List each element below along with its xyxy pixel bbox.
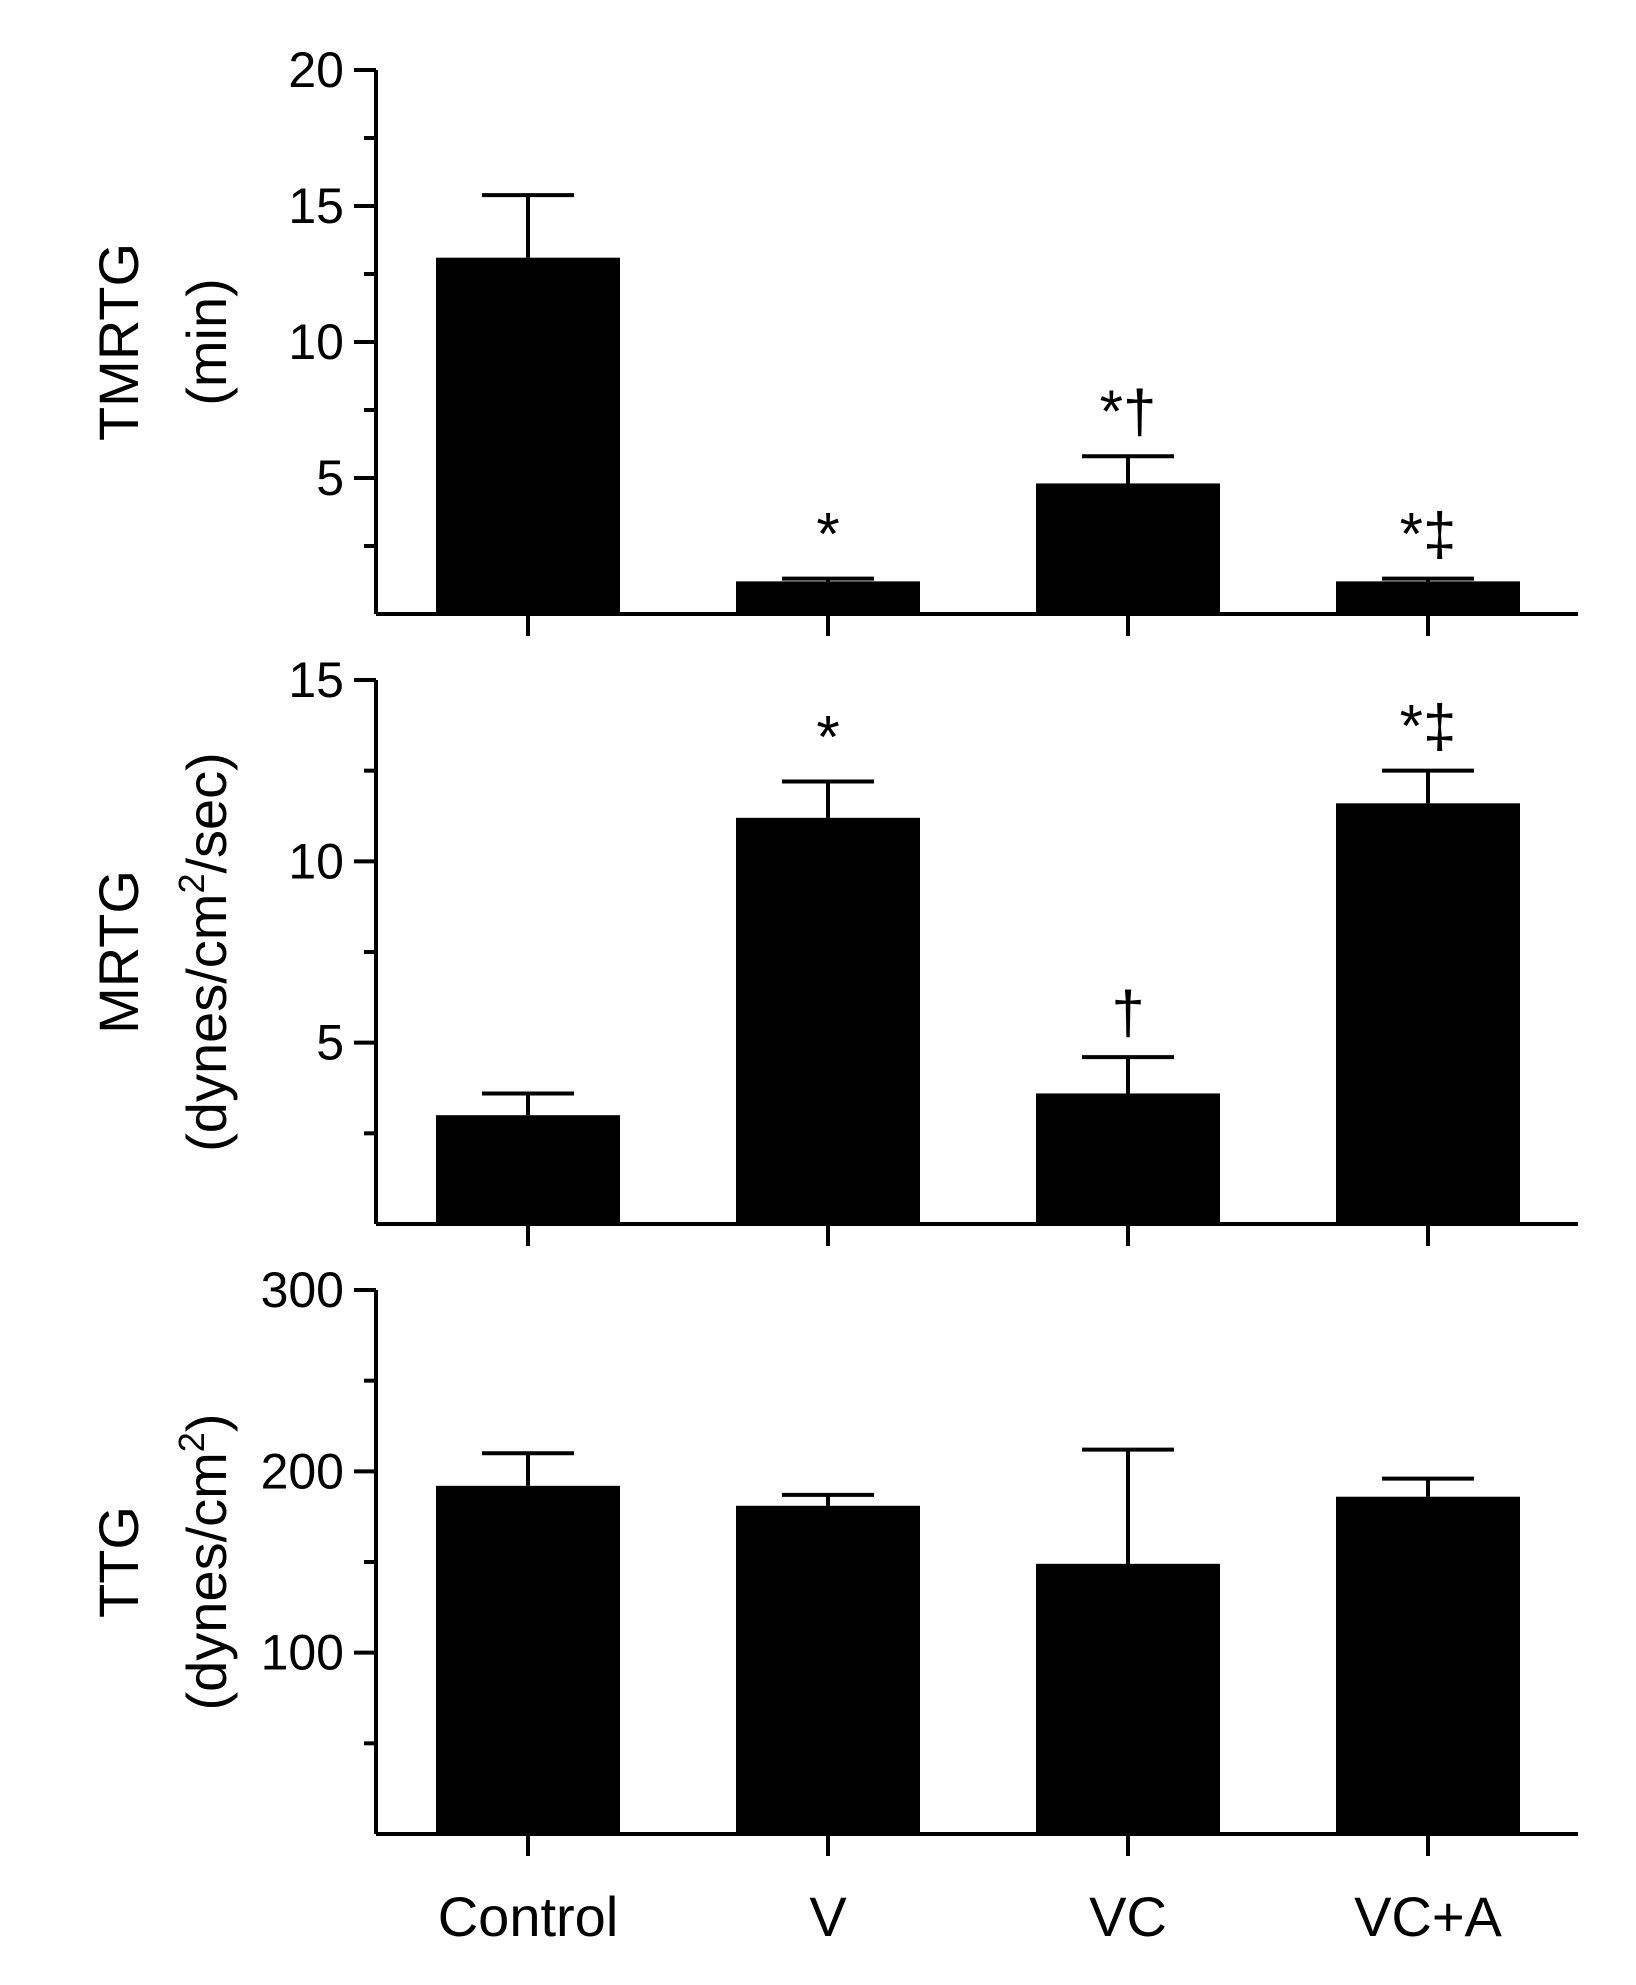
bar-vc-a	[1336, 1496, 1520, 1834]
bar-v	[736, 581, 920, 614]
panel-ttg: 100 200 300 TTG (dynes/cm2) Control V VC VC+A	[87, 1262, 1578, 1948]
y-tick-label: 5	[316, 450, 344, 506]
y-tick-label: 15	[288, 652, 344, 708]
bar-control	[436, 257, 620, 614]
y-axis-subtitle: (min)	[175, 278, 238, 406]
x-category-label: Control	[438, 1885, 619, 1948]
y-tick-label: 20	[288, 42, 344, 98]
y-axis-title: TTG	[87, 1506, 150, 1618]
panel-mrtg: 5 10 15 * † *‡ MRTG (dynes/cm2/sec)	[87, 652, 1578, 1246]
panel-tmrtg: 5 10 15 20 * *† *‡ TMRTG (min)	[87, 42, 1578, 636]
bar-vc-a	[1336, 581, 1520, 614]
bar-vc-a	[1336, 803, 1520, 1224]
bar-v	[736, 1505, 920, 1834]
y-axis-subtitle-main: (dynes/cm	[175, 1452, 238, 1710]
significance-marker: *	[816, 501, 839, 568]
bar-control	[436, 1485, 620, 1834]
y-axis-subtitle-superscript: 2	[171, 1432, 212, 1452]
y-tick-label: 10	[288, 833, 344, 889]
bar-v	[736, 817, 920, 1224]
y-axis-title: MRTG	[87, 870, 150, 1034]
significance-marker: *‡	[1400, 501, 1457, 568]
y-axis-subtitle-main: (min)	[175, 278, 238, 406]
significance-marker: *‡	[1400, 693, 1457, 760]
y-tick-label: 5	[316, 1015, 344, 1071]
y-axis-subtitle-tail: /sec)	[175, 752, 238, 873]
y-axis-subtitle-superscript: 2	[171, 874, 212, 894]
x-category-label: V	[809, 1885, 847, 1948]
y-axis-subtitle-main: (dynes/cm	[175, 894, 238, 1152]
x-category-label: VC+A	[1354, 1885, 1502, 1948]
significance-marker: *	[816, 704, 839, 771]
y-tick-label: 10	[288, 314, 344, 370]
y-tick-label: 300	[261, 1262, 344, 1318]
y-tick-label: 200	[261, 1443, 344, 1499]
bar-vc	[1036, 1093, 1220, 1224]
bar-vc	[1036, 1563, 1220, 1834]
y-axis-subtitle: (dynes/cm2/sec)	[171, 752, 238, 1152]
significance-marker: *†	[1100, 378, 1157, 445]
y-axis-title: TMRTG	[87, 243, 150, 441]
y-axis-subtitle: (dynes/cm2)	[171, 1414, 238, 1711]
bar-control	[436, 1115, 620, 1224]
y-tick-label: 15	[288, 178, 344, 234]
y-tick-label: 100	[261, 1625, 344, 1681]
significance-marker: †	[1111, 979, 1144, 1046]
x-category-label: VC	[1089, 1885, 1167, 1948]
bar-vc	[1036, 483, 1220, 614]
y-axis-subtitle-tail: )	[175, 1414, 238, 1433]
